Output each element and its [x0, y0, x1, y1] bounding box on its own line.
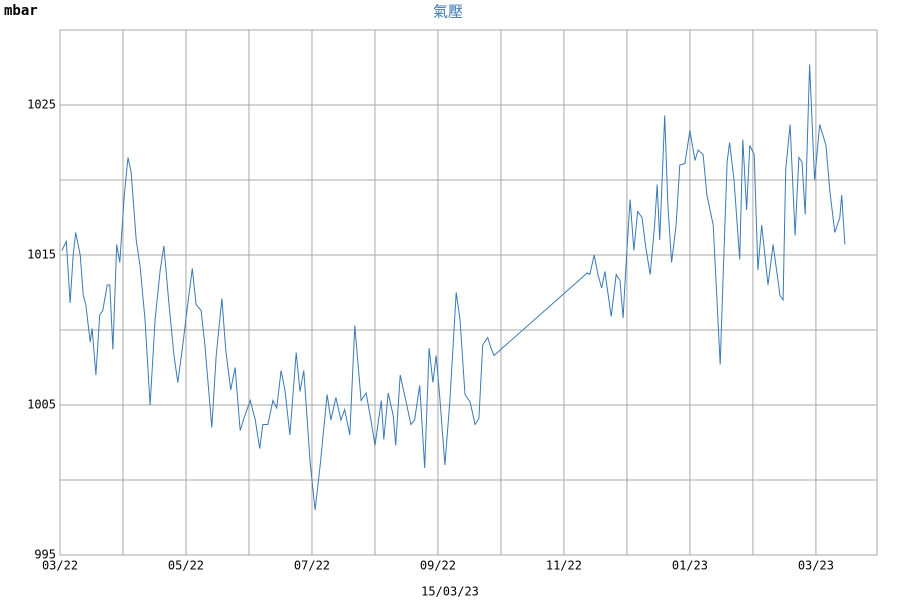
chart-title: 氣壓 — [433, 3, 463, 21]
x-tick-label: 05/22 — [168, 559, 204, 573]
y-tick-label: 995 — [34, 548, 56, 562]
y-tick-label: 1005 — [27, 398, 56, 412]
x-tick-label: 11/22 — [546, 559, 582, 573]
x-tick-label: 07/22 — [294, 559, 330, 573]
x-axis-label: 15/03/23 — [421, 585, 479, 599]
plot-frame — [59, 29, 878, 556]
data-line — [61, 64, 846, 511]
y-tick-label: 1025 — [27, 98, 56, 112]
y-tick-label: 1015 — [27, 248, 56, 262]
y-axis-label: mbar — [4, 3, 38, 19]
x-tick-label: 03/23 — [798, 559, 834, 573]
x-tick-label: 09/22 — [420, 559, 456, 573]
x-tick-label: 03/22 — [42, 559, 78, 573]
x-tick-label: 01/23 — [672, 559, 708, 573]
